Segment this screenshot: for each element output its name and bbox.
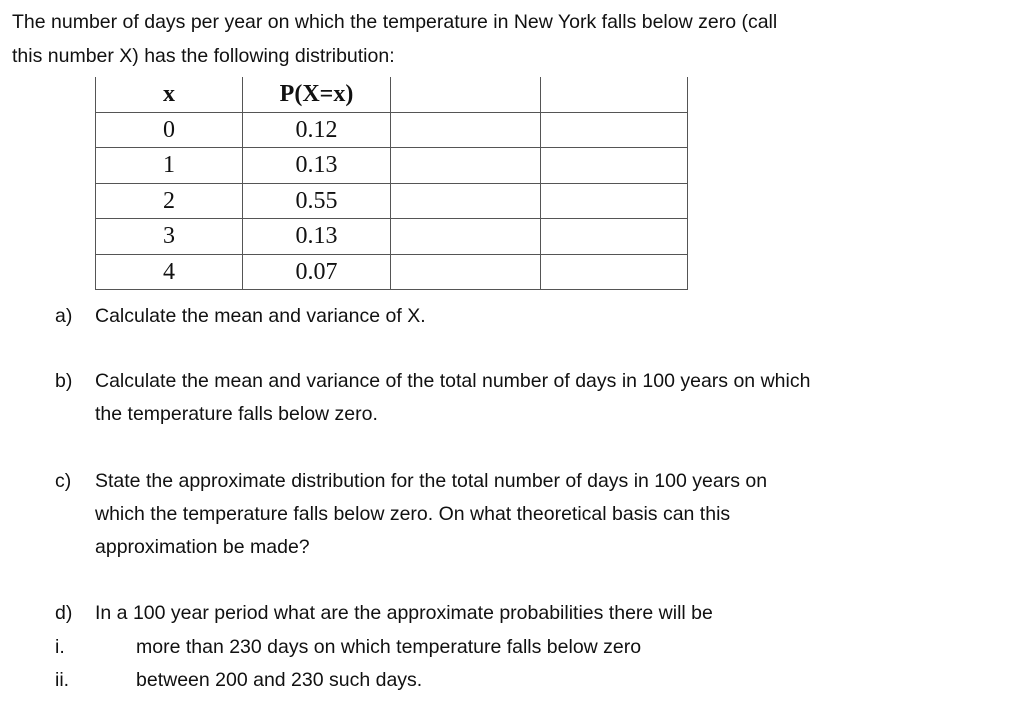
question-text: In a 100 year period what are the approx… [95, 602, 713, 624]
cell-empty [390, 218, 541, 255]
cell-prob: 0.13 [242, 218, 391, 255]
table-row: 1 0.13 [95, 147, 688, 184]
header-x: x [95, 77, 243, 113]
cell-prob: 0.13 [242, 147, 391, 184]
subpart-text: between 200 and 230 such days. [136, 669, 423, 691]
question-label: b) [55, 370, 73, 392]
table-row: 3 0.13 [95, 218, 688, 255]
question-text: Calculate the mean and variance of X. [95, 305, 426, 327]
cell-empty [390, 111, 541, 148]
intro-line: this number X) has the following distrib… [12, 45, 395, 67]
header-prob: P(X=x) [242, 77, 391, 113]
question-text: approximation be made? [95, 536, 310, 558]
cell-empty [540, 218, 688, 255]
question-label: d) [55, 602, 73, 624]
cell-empty [540, 111, 688, 148]
question-label: a) [55, 305, 73, 327]
cell-x: 1 [95, 147, 243, 184]
distribution-table: x P(X=x) 0 0.12 1 0.13 2 0.55 3 0.13 4 0.07 [95, 77, 688, 290]
question-text: the temperature falls below zero. [95, 403, 378, 425]
cell-empty [390, 253, 541, 290]
question-text: State the approximate distribution for t… [95, 470, 768, 492]
question-label: c) [55, 470, 72, 492]
question-text: which the temperature falls below zero. … [95, 503, 731, 525]
table-row: 4 0.07 [95, 253, 688, 290]
table-header-row: x P(X=x) [95, 77, 688, 113]
question-text: Calculate the mean and variance of the t… [95, 370, 811, 392]
cell-empty [540, 253, 688, 290]
intro-line: The number of days per year on which the… [12, 11, 778, 33]
cell-x: 4 [95, 253, 243, 290]
cell-empty [540, 147, 688, 184]
header-empty [390, 77, 541, 113]
cell-prob: 0.55 [242, 182, 391, 219]
table-row: 0 0.12 [95, 111, 688, 148]
cell-empty [390, 147, 541, 184]
subpart-label: ii. [55, 669, 70, 691]
cell-empty [540, 182, 688, 219]
cell-empty [390, 182, 541, 219]
header-empty [540, 77, 688, 113]
subpart-label: i. [55, 636, 65, 658]
subpart-text: more than 230 days on which temperature … [136, 636, 642, 658]
cell-x: 3 [95, 218, 243, 255]
cell-x: 0 [95, 111, 243, 148]
cell-x: 2 [95, 182, 243, 219]
cell-prob: 0.12 [242, 111, 391, 148]
cell-prob: 0.07 [242, 253, 391, 290]
table-row: 2 0.55 [95, 182, 688, 219]
